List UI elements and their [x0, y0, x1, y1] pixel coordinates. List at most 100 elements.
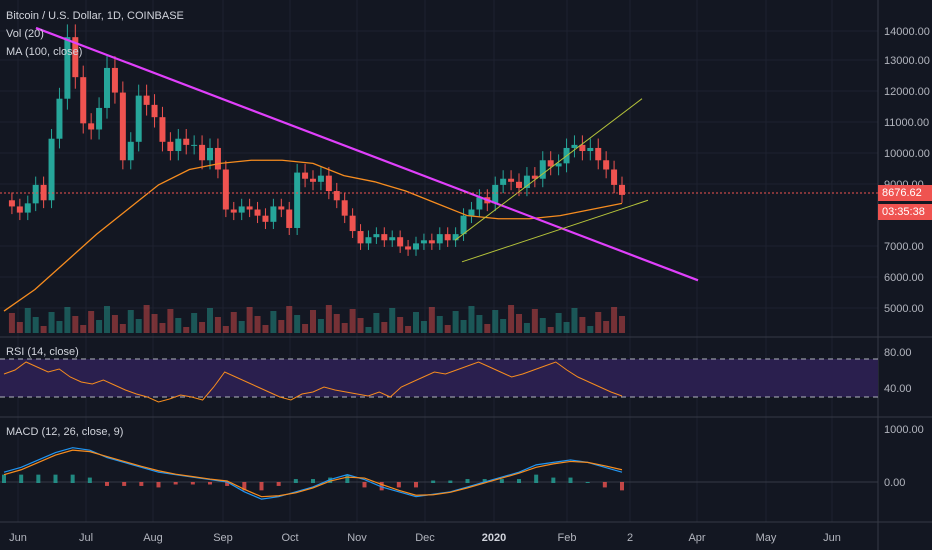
candle-body: [619, 184, 625, 195]
volume-bar: [341, 323, 348, 333]
macd-histogram-bar: [122, 482, 127, 486]
macd-histogram-bar: [328, 477, 333, 483]
candle-body: [191, 144, 198, 146]
channel-lower-line: [461, 199, 649, 263]
volume-bar: [325, 305, 332, 333]
volume-bar: [539, 318, 546, 333]
volume-bar: [32, 317, 39, 333]
volume-bar: [452, 311, 459, 333]
volume-bar: [587, 326, 594, 333]
volume-bar: [278, 320, 285, 333]
candle-body: [88, 123, 95, 130]
macd-histogram-bar: [53, 474, 58, 483]
candle-body: [64, 37, 71, 99]
macd-histogram-bar: [173, 482, 178, 485]
volume-label: Vol (20): [6, 28, 44, 40]
volume-bar: [381, 322, 388, 333]
macd-histogram-bar: [208, 482, 212, 485]
price-tick-label: 10000.00: [884, 148, 930, 160]
candle-body: [270, 206, 277, 222]
volume-bar: [230, 312, 237, 333]
ma-label: MA (100, close): [6, 46, 83, 58]
candle-body: [468, 209, 475, 216]
candle-body: [444, 234, 451, 241]
macd-histogram-bar: [2, 474, 6, 483]
volume-bar: [500, 319, 507, 333]
candle-body: [420, 240, 427, 244]
candle-body: [428, 240, 435, 244]
volume-bar: [349, 309, 356, 333]
candle-body: [413, 243, 419, 250]
volume-bar: [191, 313, 198, 333]
rsi-tick-label: 80.00: [884, 347, 912, 359]
volume-bar: [310, 310, 316, 333]
volume-bar: [436, 316, 443, 333]
candle-body: [587, 147, 594, 152]
volume-bar: [579, 317, 586, 333]
macd-histogram-bar: [465, 479, 470, 483]
candle-body: [32, 184, 39, 204]
candle-body: [167, 141, 174, 152]
macd-histogram-bar: [414, 482, 418, 488]
volume-bar: [16, 322, 23, 333]
macd-histogram-bar: [551, 477, 556, 483]
candle-body: [508, 178, 515, 182]
candle-body: [523, 175, 530, 188]
candle-body: [246, 206, 253, 210]
macd-tick-label: 0.00: [884, 477, 905, 489]
macd-histogram-bar: [87, 477, 92, 483]
candle-body: [611, 169, 618, 185]
time-tick-label: Dec: [415, 532, 435, 544]
rsi-line: [3, 361, 623, 403]
candle-body: [238, 206, 245, 213]
macd-histogram-bar: [379, 482, 384, 491]
candle-body: [365, 237, 372, 244]
candle-body: [397, 237, 404, 247]
time-tick-label: Oct: [281, 532, 298, 544]
macd-histogram-bar: [259, 482, 264, 491]
candle-body: [96, 107, 103, 130]
volume-bar: [571, 308, 578, 333]
volume-bar: [40, 326, 47, 333]
candle-body: [325, 175, 332, 192]
candle-body: [294, 172, 301, 228]
candle-body: [56, 98, 63, 139]
channel-upper-line: [454, 98, 643, 241]
macd-histogram-bar: [156, 482, 161, 488]
candle-body: [151, 104, 158, 118]
rsi-tick-label: 40.00: [884, 383, 912, 395]
volume-bar: [523, 323, 530, 333]
volume-bar: [389, 308, 396, 333]
volume-bar: [444, 325, 451, 333]
time-tick-label: Sep: [213, 532, 233, 544]
volume-bar: [531, 309, 538, 333]
candle-body: [476, 197, 483, 210]
time-tick-label: May: [756, 532, 777, 544]
candle-body: [555, 163, 562, 167]
volume-bar: [56, 321, 63, 333]
rsi-label: RSI (14, close): [6, 346, 79, 358]
macd-histogram-bar: [602, 482, 607, 488]
candle-body: [230, 209, 237, 213]
candle-body: [24, 203, 31, 213]
volume-bar: [262, 325, 269, 333]
volume-bar: [214, 317, 221, 333]
volume-bar: [357, 318, 364, 333]
ma-line: [3, 159, 623, 312]
volume-bar: [508, 305, 515, 333]
candle-body: [579, 144, 586, 152]
candle-body: [302, 172, 309, 179]
macd-histogram-bar: [499, 479, 504, 483]
candle-body: [571, 144, 578, 148]
price-tick-label: 6000.00: [884, 272, 924, 284]
volume-bar: [270, 311, 277, 333]
volume-bar: [48, 312, 55, 333]
volume-bar: [611, 307, 618, 333]
macd-histogram-bar: [534, 474, 539, 483]
downtrend-line: [35, 26, 699, 282]
volume-bar: [222, 326, 229, 333]
volume-bar: [555, 313, 562, 333]
volume-bar: [333, 314, 340, 333]
